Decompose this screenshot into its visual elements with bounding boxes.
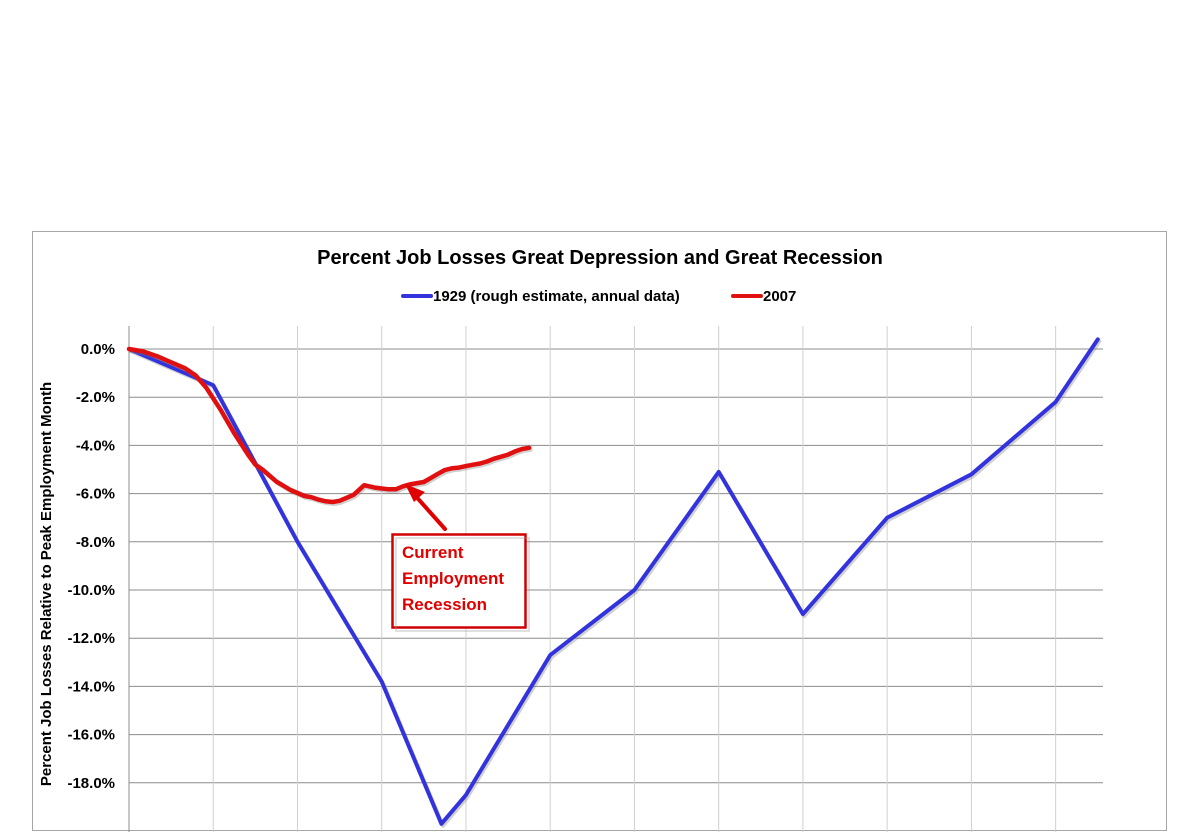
series-line-2007	[126, 346, 532, 505]
annotation-text: Employment	[402, 569, 504, 588]
y-tick-label: -6.0%	[76, 486, 115, 503]
y-tick-label: -14.0%	[67, 678, 115, 695]
annotation-text: Current	[402, 543, 464, 562]
chart-title: Percent Job Losses Great Depression and …	[317, 247, 883, 269]
y-tick-label: 0.0%	[81, 341, 115, 358]
series-line-1929	[127, 337, 1100, 826]
y-tick-label: -4.0%	[76, 437, 115, 454]
legend: 1929 (rough estimate, annual data) 2007	[401, 288, 796, 305]
chart-frame: Percent Job Losses Great Depression and …	[32, 231, 1167, 832]
y-tick-labels: 0.0% -2.0% -4.0% -6.0% -8.0% -10.0% -12.0% -14.…	[67, 341, 115, 792]
annotation-box	[391, 533, 527, 629]
y-tick-label: -10.0%	[67, 582, 115, 599]
legend-item: 1929 (rough estimate, annual data)	[401, 288, 680, 305]
chart-svg: Percent Job Losses Great Depression and …	[38, 247, 1103, 832]
y-tick-label: -2.0%	[76, 389, 115, 406]
y-tick-label: -12.0%	[67, 630, 115, 647]
series-shadow	[128, 339, 1102, 828]
y-tick-label: -16.0%	[67, 727, 115, 744]
y-tick-label: -8.0%	[76, 534, 115, 551]
annotation-shadow	[395, 537, 530, 632]
legend-label: 2007	[763, 288, 796, 305]
annotation: Current Employment Recession	[391, 484, 530, 632]
annotation-text: Recession	[402, 595, 487, 614]
gridlines	[128, 326, 1103, 832]
legend-item: 2007	[731, 288, 796, 305]
legend-label: 1929 (rough estimate, annual data)	[433, 288, 680, 305]
series-layer	[126, 337, 1102, 828]
y-axis-label: Percent Job Losses Relative to Peak Empl…	[38, 382, 55, 786]
annotation-arrowhead	[405, 484, 425, 502]
y-tick-label: -18.0%	[67, 775, 115, 792]
